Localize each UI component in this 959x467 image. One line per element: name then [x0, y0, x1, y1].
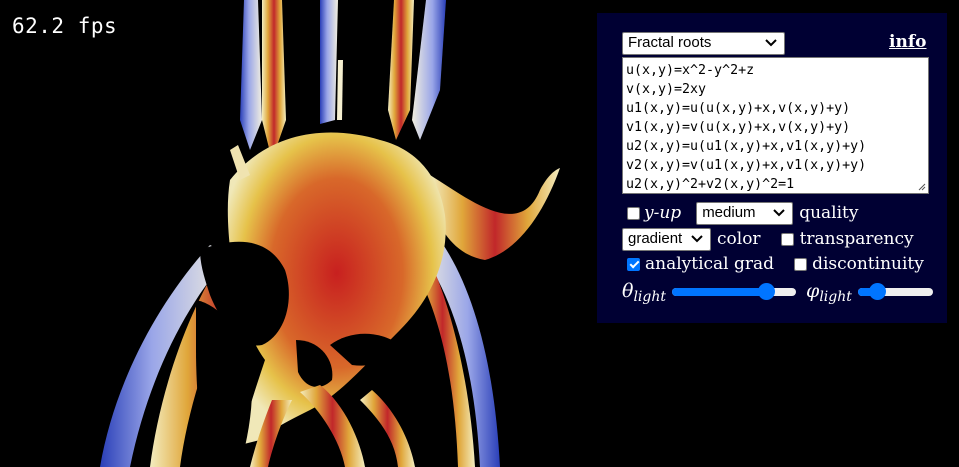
info-link[interactable]: info — [889, 32, 927, 52]
phi-symbol: φ — [806, 280, 820, 302]
fps-counter: 62.2 fps — [12, 14, 118, 38]
quality-select[interactable]: medium — [696, 201, 794, 225]
slider-thumb[interactable] — [869, 283, 887, 300]
analytical-grad-checkbox[interactable] — [627, 257, 640, 271]
y-up-label: y-up — [644, 203, 682, 223]
preset-select[interactable]: Fractal roots — [622, 32, 785, 55]
row-yup-quality: y-up medium quality — [627, 201, 858, 225]
equation-line: u(x,y)=x^2-y^2+z — [626, 63, 755, 78]
equations-textarea[interactable]: u(x,y)=x^2-y^2+z v(x,y)=2xy u1(x,y)=u(u(… — [622, 57, 929, 194]
equation-line: u2(x,y)=u(u1(x,y)+x,v1(x,y)+y) — [626, 139, 867, 154]
discontinuity-label: discontinuity — [812, 254, 924, 274]
equation-line: u2(x,y)^2+v2(x,y)^2=1 — [626, 177, 795, 192]
analytical-grad-label: analytical grad — [645, 254, 775, 274]
slider-fill — [672, 288, 766, 296]
chevron-down-icon — [691, 234, 703, 242]
theta-subscript: light — [633, 289, 667, 305]
slider-fill — [857, 288, 878, 296]
color-label: color — [717, 229, 761, 249]
slider-track — [672, 288, 797, 296]
y-up-checkbox[interactable] — [627, 206, 640, 220]
transparency-label: transparency — [799, 229, 914, 249]
row-light-sliders: θ light φ light — [622, 279, 933, 305]
chevron-down-icon — [765, 39, 777, 47]
equation-line: u1(x,y)=u(u(x,y)+x,v(x,y)+y) — [626, 101, 851, 116]
phi-light-slider[interactable] — [857, 283, 933, 300]
row-grad-discontinuity: analytical grad discontinuity — [627, 252, 924, 276]
slider-thumb[interactable] — [757, 283, 775, 300]
theta-light-slider[interactable] — [672, 283, 797, 300]
slider-track — [857, 288, 933, 296]
theta-symbol: θ — [622, 280, 634, 302]
chevron-down-icon — [773, 208, 785, 216]
fractal-surface — [100, 0, 560, 467]
equation-line: v(x,y)=2xy — [626, 82, 707, 97]
row-color-transparency: gradient color transparency — [622, 227, 914, 251]
quality-label: quality — [799, 203, 859, 223]
resize-grip-icon[interactable] — [916, 181, 926, 191]
control-panel: Fractal roots info u(x,y)=x^2-y^2+z v(x,… — [597, 13, 947, 323]
color-select-value: gradient — [628, 229, 683, 247]
quality-select-value: medium — [702, 203, 756, 221]
equation-line: v1(x,y)=v(u(x,y)+x,v(x,y)+y) — [626, 120, 851, 135]
equation-line: v2(x,y)=v(u1(x,y)+x,v1(x,y)+y) — [626, 158, 867, 173]
color-select[interactable]: gradient — [622, 227, 711, 251]
discontinuity-checkbox[interactable] — [794, 257, 808, 271]
transparency-checkbox[interactable] — [780, 232, 794, 246]
phi-subscript: light — [819, 289, 852, 305]
preset-select-value: Fractal roots — [628, 34, 712, 51]
